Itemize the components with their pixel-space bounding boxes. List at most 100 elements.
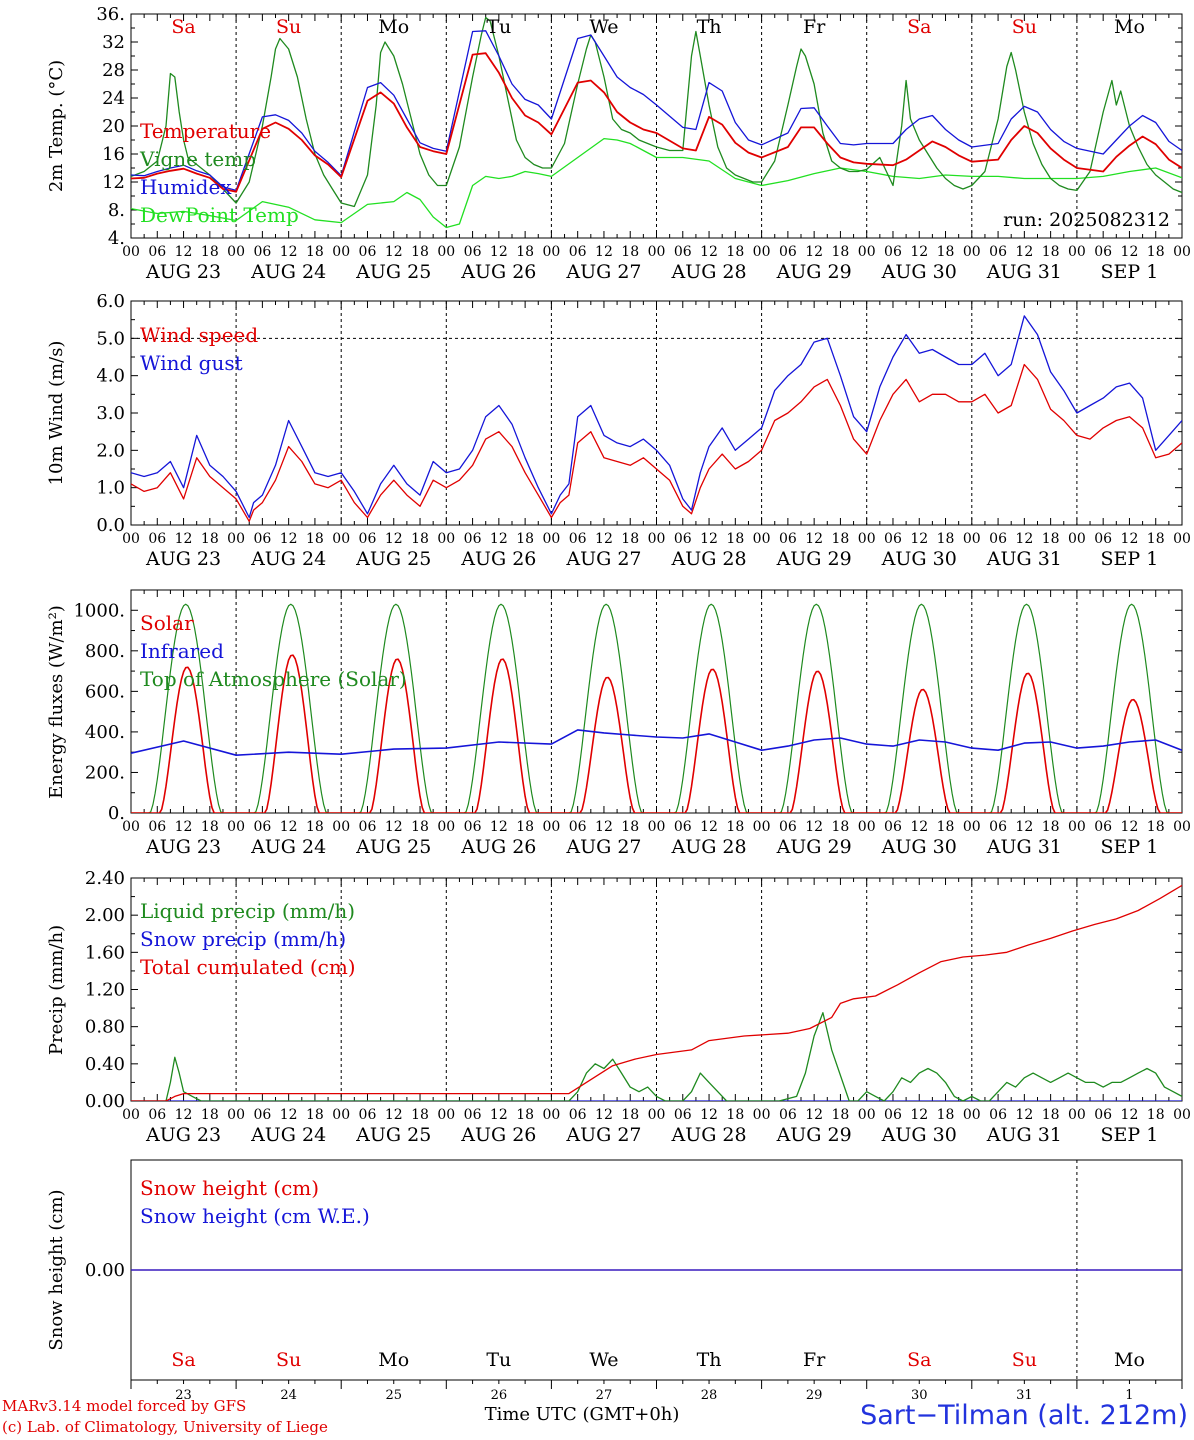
weekday-label-top: Fr	[803, 16, 826, 38]
x-tick-label: 18	[832, 819, 850, 835]
x-tick-label: 00	[437, 244, 455, 260]
x-tick-label: 12	[595, 531, 613, 547]
x-tick-label: 12	[280, 819, 298, 835]
x-tick-label: 06	[989, 1107, 1007, 1123]
solar-curve	[236, 654, 342, 813]
toa-solar-curve	[131, 603, 237, 813]
solar-curve	[1076, 698, 1182, 813]
x-tick-label: 12	[910, 1107, 928, 1123]
solar-curve	[866, 688, 972, 813]
toa-solar-curve	[971, 603, 1077, 813]
x-tick-label: 12	[280, 1107, 298, 1123]
x-tick-label: 18	[1147, 531, 1165, 547]
toa-solar-curve	[236, 603, 342, 813]
x-tick-label: 00	[648, 244, 666, 260]
x-tick-label: 18	[306, 1107, 324, 1123]
date-label: AUG 26	[460, 1124, 536, 1146]
x-tick-label: 12	[700, 1107, 718, 1123]
legend-entry: Humidex	[140, 175, 232, 199]
x-tick-label: 18	[1042, 1107, 1060, 1123]
x-tick-label: 18	[201, 244, 219, 260]
x-tick-label: 00	[753, 819, 771, 835]
date-label: AUG 24	[250, 836, 326, 858]
x-tick-label: 18	[201, 819, 219, 835]
x-tick-label: 06	[253, 244, 271, 260]
credit-lab: (c) Lab. of Climatology, University of L…	[2, 1418, 328, 1436]
x-tick-label: 06	[989, 819, 1007, 835]
x-tick-label: 00	[332, 531, 350, 547]
x-tick-label: 06	[148, 244, 166, 260]
x-tick-label: 18	[1042, 244, 1060, 260]
date-label: AUG 23	[145, 261, 221, 283]
toa-solar-curve	[551, 603, 657, 813]
x-tick-label: 12	[490, 819, 508, 835]
x-tick-label: 06	[359, 531, 377, 547]
x-tick-label: 00	[1173, 1107, 1191, 1123]
date-label: SEP 1	[1101, 261, 1159, 283]
weekday-label-top: Sa	[907, 16, 931, 38]
x-tick-label: 00	[437, 1107, 455, 1123]
x-tick-label: 18	[1042, 819, 1060, 835]
date-label: SEP 1	[1101, 836, 1159, 858]
x-tick-label: 06	[989, 531, 1007, 547]
date-label: AUG 29	[776, 1124, 852, 1146]
x-tick-label: 00	[332, 819, 350, 835]
weekday-label-top: We	[589, 16, 618, 38]
y-tick-label: 0.00	[85, 1091, 125, 1112]
x-tick-label: 12	[175, 244, 193, 260]
dewpoint-temp-line	[131, 137, 1182, 229]
date-label: SEP 1	[1101, 548, 1159, 570]
x-tick-label: 18	[306, 244, 324, 260]
day-number-label: 1	[1125, 1388, 1133, 1403]
x-tick-label: 18	[726, 244, 744, 260]
x-tick-label: 12	[700, 819, 718, 835]
x-tick-label: 18	[621, 531, 639, 547]
x-tick-label: 00	[227, 244, 245, 260]
x-tick-label: 18	[516, 531, 534, 547]
date-label: AUG 24	[250, 261, 326, 283]
y-tick-label: 4.	[108, 228, 125, 249]
x-tick-label: 12	[910, 244, 928, 260]
x-tick-label: 12	[490, 244, 508, 260]
x-tick-label: 06	[674, 531, 692, 547]
x-tick-label: 06	[674, 244, 692, 260]
day-number-label: 23	[175, 1388, 192, 1403]
x-tick-label: 12	[280, 244, 298, 260]
x-tick-label: 12	[175, 819, 193, 835]
x-tick-label: 18	[411, 244, 429, 260]
x-tick-label: 06	[359, 1107, 377, 1123]
legend-entry: Wind gust	[140, 351, 243, 375]
panel-1: 00 06 12 18 00 06 12 18 00 06 12 18 00 06 12 18 00 06 12 18…	[46, 4, 1191, 283]
x-tick-label: 18	[621, 1107, 639, 1123]
humidex-line	[131, 30, 1182, 192]
legend-entry: Total cumulated (cm)	[140, 955, 356, 979]
x-tick-label: 06	[464, 1107, 482, 1123]
weekday-label-bottom: Sa	[907, 1349, 931, 1371]
date-label: AUG 26	[460, 261, 536, 283]
day-number-label: 30	[911, 1388, 928, 1403]
x-tick-label: 00	[858, 1107, 876, 1123]
x-tick-label: 06	[569, 819, 587, 835]
day-number-label: 25	[385, 1388, 402, 1403]
date-label: AUG 30	[881, 261, 957, 283]
y-tick-label: 16	[102, 144, 125, 165]
date-label: AUG 28	[670, 1124, 746, 1146]
y-axis-label: 10m Wind (m/s)	[46, 341, 67, 486]
y-tick-label: 600.	[85, 681, 125, 702]
x-tick-label: 06	[253, 819, 271, 835]
series-group	[131, 315, 1182, 522]
x-tick-label: 18	[1147, 244, 1165, 260]
date-label: AUG 25	[355, 1124, 431, 1146]
legend-entry: Vigne temp	[139, 147, 256, 171]
weekday-label-bottom: Tu	[486, 1349, 511, 1371]
x-tick-label: 12	[1121, 819, 1139, 835]
solar-curve	[656, 668, 762, 813]
x-tick-label: 18	[937, 1107, 955, 1123]
x-tick-label: 06	[779, 819, 797, 835]
y-tick-label: 0.00	[85, 1260, 125, 1281]
weekday-label-bottom: Mo	[378, 1349, 409, 1371]
series-group	[131, 16, 1182, 229]
x-tick-label: 00	[648, 531, 666, 547]
toa-solar-curve	[656, 603, 762, 813]
x-tick-label: 12	[910, 819, 928, 835]
